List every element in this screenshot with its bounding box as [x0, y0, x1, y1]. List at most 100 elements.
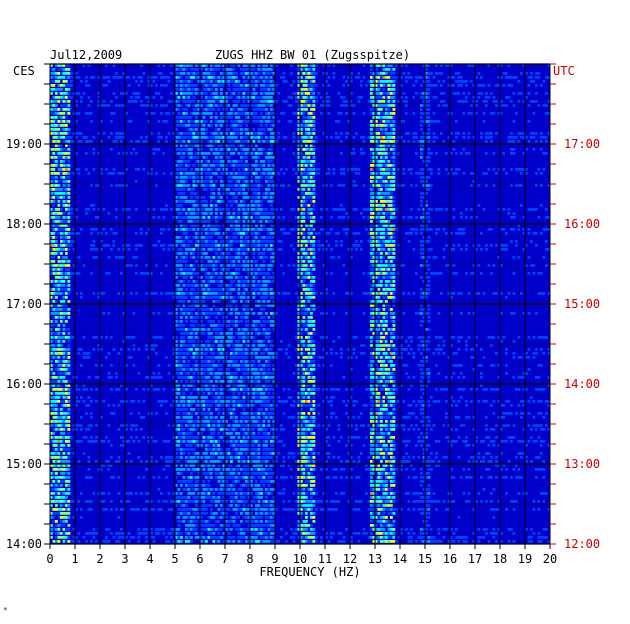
- heatmap-cell: [452, 176, 456, 179]
- heatmap-cell: [187, 284, 191, 287]
- heatmap-cell: [215, 76, 218, 79]
- heatmap-cell: [57, 260, 61, 263]
- heatmap-cell: [337, 120, 341, 123]
- heatmap-cell: [295, 288, 298, 291]
- heatmap-cell: [382, 168, 386, 171]
- heatmap-cell: [467, 132, 471, 135]
- heatmap-cell: [60, 304, 63, 307]
- heatmap-cell: [227, 72, 231, 75]
- heatmap-cell: [187, 72, 191, 75]
- heatmap-cell: [392, 84, 396, 87]
- heatmap-cell: [262, 216, 266, 219]
- heatmap-cell: [382, 200, 386, 203]
- heatmap-cell: [160, 96, 163, 99]
- heatmap-cell: [462, 148, 466, 151]
- heatmap-cell: [50, 272, 53, 275]
- heatmap-cell: [175, 84, 178, 87]
- heatmap-cell: [382, 216, 386, 219]
- heatmap-cell: [75, 112, 78, 115]
- heatmap-cell: [427, 84, 431, 87]
- heatmap-cell: [310, 124, 313, 127]
- heatmap-cell: [147, 120, 151, 123]
- heatmap-cell: [340, 112, 343, 115]
- heatmap-cell: [120, 184, 123, 187]
- heatmap-cell: [242, 68, 246, 71]
- heatmap-cell: [195, 120, 198, 123]
- heatmap-cell: [180, 180, 183, 183]
- heatmap-cell: [270, 292, 273, 295]
- heatmap-cell: [422, 180, 426, 183]
- heatmap-cell: [100, 104, 103, 107]
- heatmap-cell: [392, 172, 396, 175]
- heatmap-cell: [120, 136, 123, 139]
- heatmap-cell: [232, 68, 236, 71]
- heatmap-cell: [382, 148, 386, 151]
- heatmap-cell: [532, 136, 536, 139]
- heatmap-cell: [212, 104, 216, 107]
- heatmap-cell: [220, 212, 223, 215]
- heatmap-cell: [247, 304, 251, 307]
- heatmap-cell: [177, 100, 181, 103]
- heatmap-cell: [345, 212, 348, 215]
- heatmap-cell: [497, 84, 501, 87]
- heatmap-cell: [65, 184, 68, 187]
- heatmap-cell: [220, 172, 223, 175]
- heatmap-cell: [227, 236, 231, 239]
- heatmap-cell: [390, 180, 393, 183]
- heatmap-cell: [332, 256, 336, 259]
- heatmap-cell: [200, 244, 203, 247]
- heatmap-cell: [255, 176, 258, 179]
- heatmap-cell: [215, 180, 218, 183]
- heatmap-cell: [175, 256, 178, 259]
- heatmap-cell: [105, 240, 108, 243]
- heatmap-cell: [390, 80, 393, 83]
- heatmap-cell: [410, 136, 413, 139]
- heatmap-cell: [402, 292, 406, 295]
- heatmap-cell: [175, 308, 178, 311]
- heatmap-cell: [257, 300, 261, 303]
- heatmap-cell: [397, 168, 401, 171]
- heatmap-cell: [215, 140, 218, 143]
- heatmap-cell: [457, 76, 461, 79]
- heatmap-cell: [205, 220, 208, 223]
- heatmap-cell: [57, 280, 61, 283]
- heatmap-cell: [387, 288, 391, 291]
- heatmap-cell: [180, 248, 183, 251]
- heatmap-cell: [310, 304, 313, 307]
- heatmap-cell: [342, 112, 346, 115]
- heatmap-cell: [62, 64, 66, 67]
- heatmap-cell: [310, 208, 313, 211]
- heatmap-cell: [245, 116, 248, 119]
- heatmap-cell: [152, 244, 156, 247]
- heatmap-cell: [205, 312, 208, 315]
- heatmap-cell: [140, 76, 143, 79]
- heatmap-cell: [432, 132, 436, 135]
- heatmap-cell: [202, 236, 206, 239]
- heatmap-cell: [300, 72, 303, 75]
- heatmap-cell: [165, 264, 168, 267]
- heatmap-cell: [382, 212, 386, 215]
- heatmap-cell: [392, 100, 396, 103]
- heatmap-cell: [267, 228, 271, 231]
- heatmap-cell: [115, 132, 118, 135]
- heatmap-cell: [142, 72, 146, 75]
- heatmap-cell: [450, 112, 453, 115]
- heatmap-cell: [265, 88, 268, 91]
- heatmap-cell: [260, 248, 263, 251]
- heatmap-cell: [252, 212, 256, 215]
- heatmap-cell: [235, 268, 238, 271]
- heatmap-cell: [300, 68, 303, 71]
- heatmap-cell: [227, 268, 231, 271]
- heatmap-cell: [250, 196, 253, 199]
- heatmap-cell: [62, 148, 66, 151]
- heatmap-cell: [377, 192, 381, 195]
- heatmap-cell: [210, 308, 213, 311]
- heatmap-cell: [172, 244, 176, 247]
- heatmap-cell: [222, 164, 226, 167]
- heatmap-cell: [205, 276, 208, 279]
- heatmap-cell: [407, 168, 411, 171]
- heatmap-cell: [192, 132, 196, 135]
- heatmap-cell: [427, 256, 431, 259]
- heatmap-cell: [65, 96, 68, 99]
- heatmap-cell: [545, 104, 548, 107]
